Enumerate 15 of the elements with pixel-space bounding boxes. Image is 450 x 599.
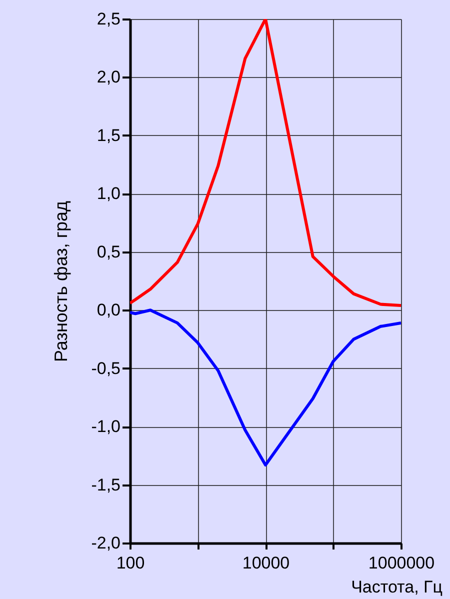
x-tick-label: 10000 bbox=[242, 554, 290, 572]
y-tick-label: -2,0 bbox=[91, 534, 120, 552]
x-tick-label: 100 bbox=[116, 554, 145, 572]
y-tick-label: -1,0 bbox=[91, 417, 120, 436]
x-tick-label: 1000000 bbox=[368, 554, 435, 572]
y-tick-label: 2,5 bbox=[96, 10, 120, 28]
y-tick-label: 1,0 bbox=[96, 184, 120, 204]
y-tick-label: -1,5 bbox=[91, 475, 120, 494]
y-tick-label: 0,0 bbox=[96, 300, 120, 320]
y-tick-label: 1,5 bbox=[96, 126, 120, 145]
y-tick-label: 0,5 bbox=[96, 242, 120, 262]
x-axis-title: Частота, Гц bbox=[351, 578, 443, 596]
y-axis-title: Разность фаз, град bbox=[51, 200, 72, 362]
y-tick-label: -0,5 bbox=[91, 358, 120, 378]
y-tick-label: 2,0 bbox=[96, 68, 120, 87]
